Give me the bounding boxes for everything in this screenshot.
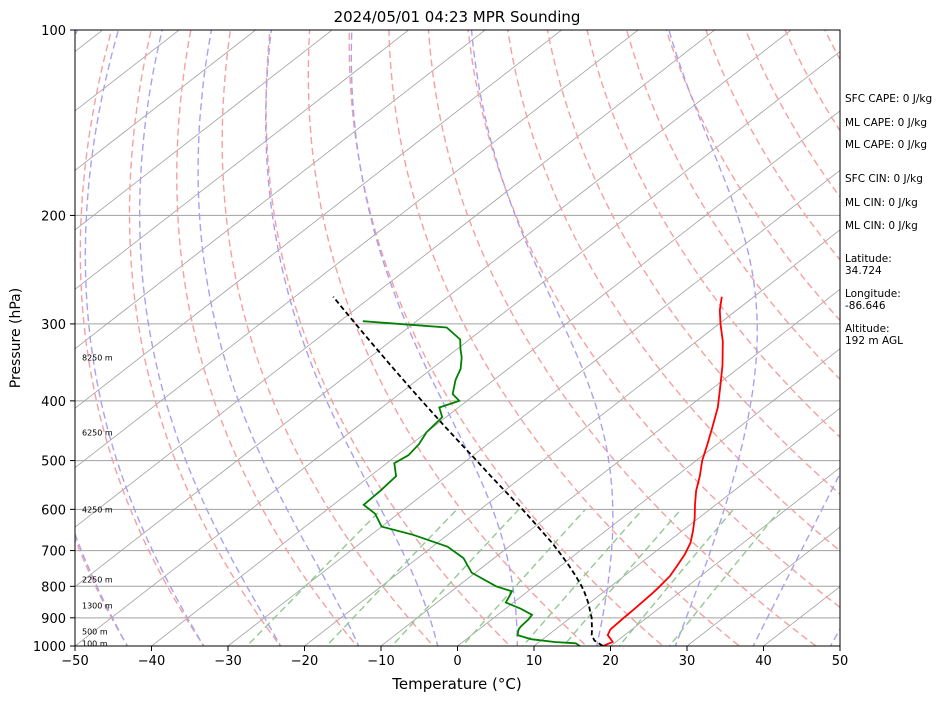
sfc-cin-text: SFC CIN: 0 J/kg	[845, 173, 923, 185]
ml-cape-text: ML CAPE: 0 J/kg	[845, 117, 927, 129]
ml-cin-text-2: ML CIN: 0 J/kg	[845, 220, 918, 232]
height-label: 1300 m	[82, 602, 113, 611]
x-tick-label: −40	[138, 654, 165, 669]
x-tick-label: −30	[214, 654, 241, 669]
y-tick-label: 600	[41, 503, 66, 518]
x-tick-label: 20	[602, 654, 619, 669]
y-tick-label: 500	[41, 455, 66, 470]
ml-cape-text-2: ML CAPE: 0 J/kg	[845, 139, 927, 151]
y-tick-label: 300	[41, 318, 66, 333]
height-label: 2250 m	[82, 576, 113, 585]
x-tick-label: 0	[453, 654, 461, 669]
x-tick-label: 50	[832, 654, 849, 669]
x-tick-label: 40	[755, 654, 772, 669]
height-label: 8250 m	[82, 353, 113, 362]
y-tick-label: 800	[41, 580, 66, 595]
y-tick-label: 100	[41, 24, 66, 39]
x-tick-label: −10	[367, 654, 394, 669]
sfc-cape-text: SFC CAPE: 0 J/kg	[845, 93, 932, 105]
chart-title: 2024/05/01 04:23 MPR Sounding	[334, 8, 581, 26]
height-label: 500 m	[82, 628, 108, 637]
x-tick-label: 30	[679, 654, 696, 669]
y-tick-label: 900	[41, 612, 66, 627]
x-axis-label: Temperature (°C)	[391, 675, 521, 693]
longitude-value: -86.646	[845, 300, 886, 312]
height-label: 6250 m	[82, 428, 113, 437]
altitude-value: 192 m AGL	[845, 335, 903, 347]
height-label: 4250 m	[82, 505, 113, 514]
latitude-value: 34.724	[845, 265, 882, 277]
y-tick-label: 1000	[33, 640, 66, 655]
x-tick-label: −50	[61, 654, 88, 669]
x-tick-label: −20	[291, 654, 318, 669]
y-tick-label: 400	[41, 395, 66, 410]
ml-cin-text: ML CIN: 0 J/kg	[845, 197, 918, 209]
longitude-label: Longitude:	[845, 288, 901, 300]
latitude-label: Latitude:	[845, 253, 892, 265]
y-axis-label: Pressure (hPa)	[8, 288, 24, 388]
altitude-label: Altitude:	[845, 323, 890, 335]
x-tick-label: 10	[526, 654, 543, 669]
y-tick-label: 200	[41, 209, 66, 224]
y-tick-label: 700	[41, 545, 66, 560]
